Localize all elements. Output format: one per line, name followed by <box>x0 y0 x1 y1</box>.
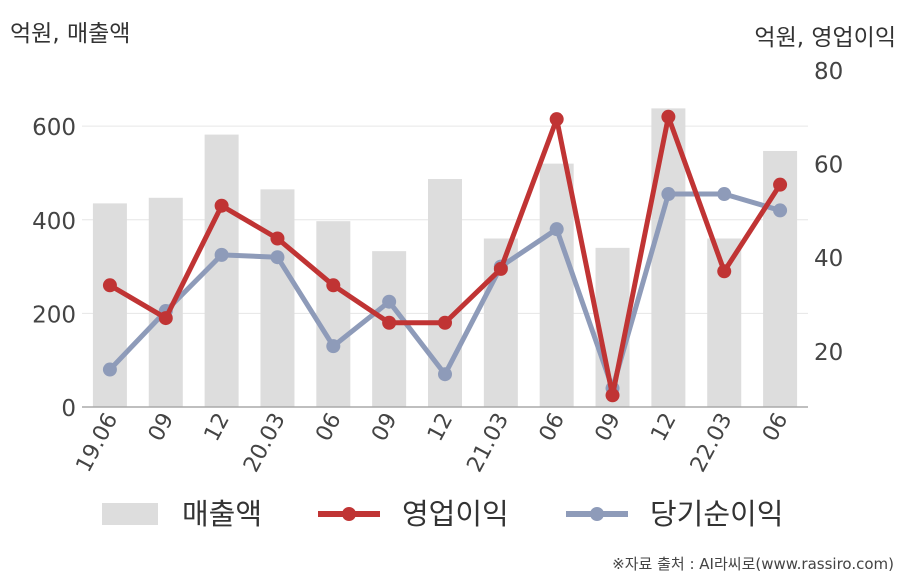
point-net-income <box>661 187 676 202</box>
left-tick-label: 400 <box>32 209 76 235</box>
bar-revenue <box>707 238 742 407</box>
bar-revenue <box>316 221 351 407</box>
point-net-income <box>717 187 732 202</box>
left-tick-label: 0 <box>61 396 76 422</box>
x-tick-label: 09 <box>144 409 179 445</box>
x-tick-label: 19.06 <box>72 409 124 476</box>
point-net-income <box>326 339 341 354</box>
right-tick-label: 20 <box>814 340 843 366</box>
point-net-income <box>549 222 564 237</box>
bar-revenue <box>539 163 574 407</box>
point-operating-profit <box>661 109 676 124</box>
point-net-income <box>382 294 397 309</box>
point-net-income <box>438 367 452 382</box>
x-tick-label: 12 <box>423 409 458 445</box>
point-net-income <box>102 362 117 377</box>
point-operating-profit <box>549 112 564 127</box>
point-operating-profit <box>717 264 732 279</box>
legend-item: 매출액 <box>102 497 262 531</box>
point-operating-profit <box>382 315 397 330</box>
legend-swatch-marker <box>590 507 604 521</box>
x-tick-label: 06 <box>311 409 346 445</box>
legend-swatch-bar <box>102 503 158 525</box>
bar-revenue <box>651 108 686 407</box>
point-operating-profit <box>270 231 285 246</box>
point-net-income <box>270 250 285 265</box>
legend-item: 당기순이익 <box>566 497 783 531</box>
point-net-income <box>773 203 788 218</box>
left-tick-label: 200 <box>32 302 76 328</box>
x-tick-label: 09 <box>591 409 626 445</box>
bar-revenue <box>260 189 295 407</box>
x-tick-label: 22.03 <box>686 409 738 476</box>
point-operating-profit <box>438 315 452 330</box>
point-operating-profit <box>605 388 620 403</box>
point-operating-profit <box>493 261 508 276</box>
point-operating-profit <box>158 311 173 326</box>
x-tick-label: 06 <box>758 409 793 445</box>
x-tick-label: 12 <box>200 409 235 445</box>
x-tick-label: 20.03 <box>239 409 291 476</box>
point-net-income <box>214 247 229 262</box>
legend-label: 매출액 <box>182 497 262 531</box>
bar-revenue <box>204 134 239 407</box>
legend-label: 영업이익 <box>402 497 509 531</box>
x-tick-label: 12 <box>646 409 681 445</box>
left-axis-unit-label: 억원, 매출액 <box>10 21 131 47</box>
x-tick-label: 09 <box>367 409 402 445</box>
point-operating-profit <box>326 278 341 293</box>
point-operating-profit <box>773 177 788 192</box>
x-tick-label: 21.03 <box>463 409 515 476</box>
point-operating-profit <box>102 278 117 293</box>
bar-revenue <box>763 150 798 407</box>
left-tick-label: 600 <box>32 115 76 141</box>
right-tick-label: 80 <box>814 59 843 85</box>
legend-item: 영업이익 <box>318 497 509 531</box>
legend-label: 당기순이익 <box>650 497 783 531</box>
legend-swatch-marker <box>342 507 356 521</box>
point-operating-profit <box>214 198 229 213</box>
right-tick-label: 40 <box>814 246 843 272</box>
right-tick-label: 60 <box>814 153 843 179</box>
right-axis-unit-label: 억원, 영업이익 <box>754 25 896 51</box>
source-note: ※자료 출처 : AI라씨로(www.rassiro.com) <box>612 555 894 573</box>
x-tick-label: 06 <box>535 409 570 445</box>
